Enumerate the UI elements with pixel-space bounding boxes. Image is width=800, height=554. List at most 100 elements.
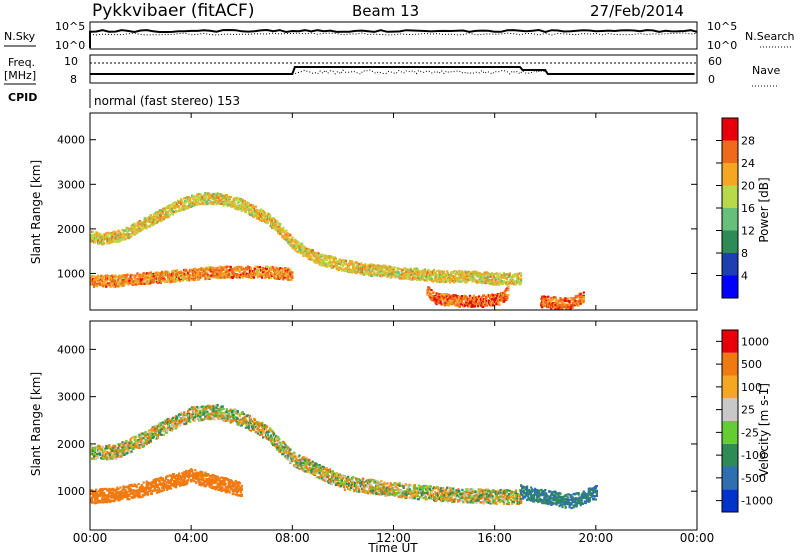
power-point <box>96 283 99 286</box>
power-point <box>397 271 400 274</box>
power-point <box>195 200 198 204</box>
power-point <box>220 193 223 196</box>
power-point <box>357 265 360 268</box>
power-point <box>487 276 490 279</box>
power-point <box>433 268 436 272</box>
power-point <box>474 300 478 303</box>
power-point <box>219 199 222 202</box>
power-point <box>237 200 240 203</box>
power-point <box>485 296 488 300</box>
power-point <box>339 262 343 265</box>
velocity-point <box>126 451 129 454</box>
velocity-point <box>138 446 141 449</box>
power-point <box>437 280 440 283</box>
power-point <box>93 283 96 286</box>
power-point <box>364 263 367 266</box>
power-point <box>216 199 219 203</box>
power-point <box>138 226 141 229</box>
power-point <box>161 274 164 277</box>
power-point <box>283 229 286 232</box>
power-point <box>136 231 139 234</box>
power-point <box>176 210 179 213</box>
velocity-point <box>118 444 121 447</box>
power-point <box>403 275 406 278</box>
power-point <box>190 274 193 277</box>
power-point <box>101 279 104 282</box>
power-point <box>98 276 101 279</box>
power-point <box>187 206 190 209</box>
power-point <box>262 271 265 274</box>
power-point <box>111 232 114 235</box>
power-point <box>482 278 485 281</box>
power-point <box>147 274 150 277</box>
power-point <box>469 296 473 299</box>
power-point <box>423 268 426 271</box>
power-point <box>458 301 461 304</box>
power-point <box>309 255 312 258</box>
velocity-point <box>98 444 101 447</box>
power-point <box>482 275 485 278</box>
power-point <box>384 274 387 277</box>
power-point <box>330 263 333 266</box>
power-point <box>435 296 438 299</box>
power-point <box>444 277 447 280</box>
power-point <box>269 214 272 217</box>
power-point <box>235 199 238 202</box>
power-point <box>498 272 501 275</box>
power-point <box>255 209 259 212</box>
power-point <box>92 230 95 233</box>
power-point <box>445 300 448 304</box>
power-point <box>439 272 442 276</box>
power-point <box>249 267 252 270</box>
power-point <box>258 266 262 269</box>
power-point <box>496 294 499 297</box>
velocity-point <box>139 437 142 440</box>
power-point <box>413 277 416 280</box>
velocity-point <box>147 436 150 439</box>
power-point <box>368 268 371 272</box>
velocity-point <box>91 457 94 460</box>
power-point <box>428 273 432 276</box>
power-point <box>227 271 230 274</box>
power-point <box>205 266 208 269</box>
power-point <box>123 274 126 277</box>
power-point <box>199 271 202 275</box>
power-point <box>96 284 99 287</box>
power-point <box>501 295 504 298</box>
power-point <box>323 261 326 264</box>
power-point <box>257 271 261 274</box>
power-point <box>100 241 103 244</box>
velocity-point <box>117 452 120 455</box>
power-point <box>415 273 418 276</box>
power-point <box>153 212 156 215</box>
velocity-point <box>122 444 125 447</box>
power-point <box>390 266 393 269</box>
power-point <box>379 268 382 271</box>
power-point <box>511 278 515 282</box>
power-point <box>266 214 269 217</box>
station-title: Pykkvibaer (fitACF) <box>92 1 254 21</box>
power-point <box>185 201 188 204</box>
power-point <box>240 266 243 269</box>
power-point <box>569 307 572 311</box>
power-point <box>137 221 140 224</box>
power-point <box>286 270 289 274</box>
power-point <box>196 203 199 206</box>
velocity-point <box>108 457 111 461</box>
power-point <box>428 287 431 290</box>
power-point <box>170 207 174 210</box>
power-point <box>353 261 356 264</box>
velocity-point <box>146 433 149 436</box>
power-point <box>225 199 228 202</box>
power-point <box>91 275 94 278</box>
velocity-point <box>103 451 106 454</box>
nsky-tick-top: 10^5 <box>55 20 85 33</box>
power-point <box>341 259 345 262</box>
power-point <box>416 268 419 271</box>
power-point <box>358 263 361 266</box>
power-point <box>244 271 247 274</box>
power-point <box>582 298 585 301</box>
power-point <box>168 206 172 209</box>
power-point <box>382 266 385 269</box>
velocity-point <box>144 441 147 444</box>
